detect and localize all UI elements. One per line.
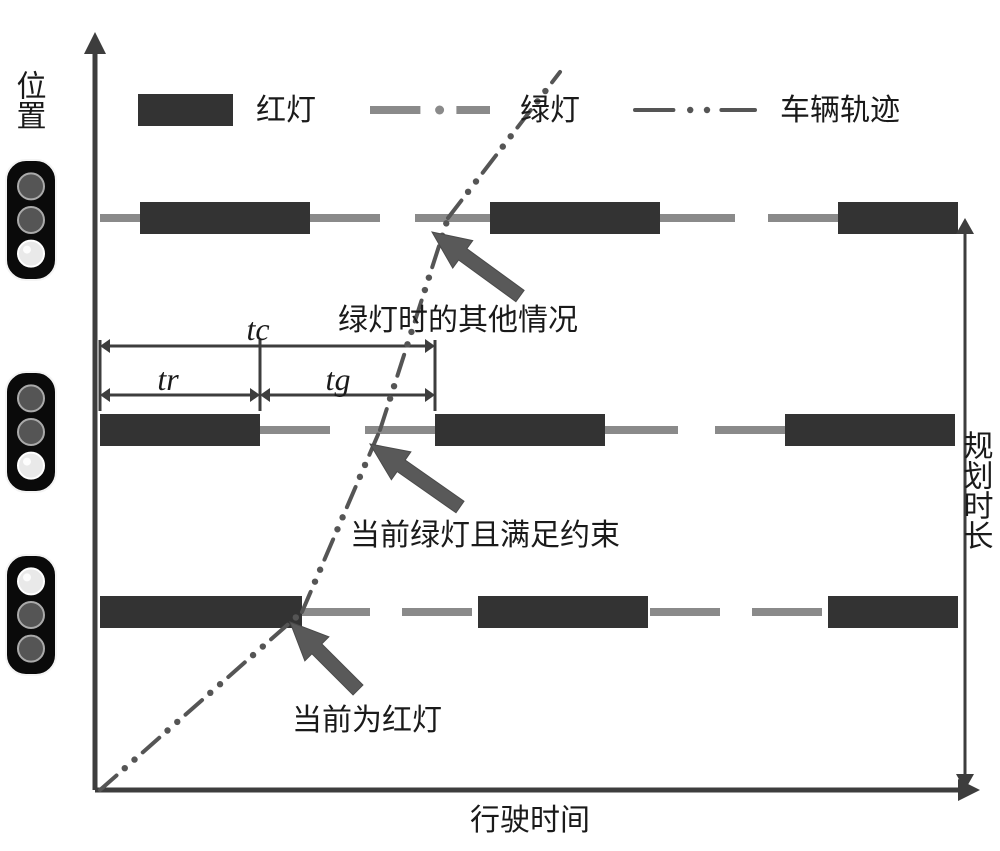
x-axis-label: 行驶时间 [470, 804, 590, 837]
trajectory-dot [293, 614, 299, 620]
legend-traj-dot1 [687, 107, 693, 113]
trajectory-dot [473, 178, 479, 184]
legend-green-dot [435, 106, 444, 115]
trajectory-dot [131, 756, 137, 762]
y-axis-label: 位置 [12, 70, 46, 130]
traffic-light-0-lens-2 [18, 241, 44, 267]
trajectory-dot [334, 526, 340, 532]
legend-green-label: 绿灯 [520, 94, 580, 127]
planning-span-label: 规划时长 [959, 430, 993, 550]
trajectory-dot [260, 643, 266, 649]
trajectory-dot [164, 727, 170, 733]
red-block-2-0 [100, 596, 302, 628]
legend-traj-dot2 [704, 107, 710, 113]
figure-svg: 行驶时间 位置 tc tr tg 绿灯时的其他情况当前绿灯且满足约束当前为红灯 规划时长 红灯… [0, 0, 1000, 851]
trajectory-dot [317, 567, 323, 573]
traffic-light-0-lens-1 [18, 207, 44, 233]
trajectory-dot [207, 690, 213, 696]
signal-row-2 [100, 596, 958, 628]
trajectory-dot [500, 143, 506, 149]
trajectory-dot [507, 133, 513, 139]
trajectory-dot [339, 514, 345, 520]
trajectory-dot [443, 220, 449, 226]
red-block-1-0 [100, 414, 260, 446]
tg-label: tg [326, 361, 351, 397]
trajectory-dot [362, 462, 368, 468]
legend-red-swatch [138, 94, 233, 126]
legend-traj-label: 车辆轨迹 [780, 94, 900, 127]
red-block-2-1 [478, 596, 648, 628]
traffic-light-2-lens-1 [18, 602, 44, 628]
red-block-0-0 [140, 202, 310, 234]
figure-root: 行驶时间 位置 tc tr tg 绿灯时的其他情况当前绿灯且满足约束当前为红灯 规划时长 红灯… [0, 0, 1000, 851]
red-block-0-1 [490, 202, 660, 234]
legend-red-label: 红灯 [256, 94, 316, 127]
callout-green-constraint-label: 当前绿灯且满足约束 [350, 519, 620, 552]
traffic-light-2-highlight [23, 573, 31, 581]
callout-red-now-label: 当前为红灯 [292, 704, 442, 737]
traffic-light-icon-1 [6, 372, 56, 492]
red-block-2-2 [828, 596, 958, 628]
traffic-light-1-lens-2 [18, 453, 44, 479]
tr-label: tr [157, 361, 179, 397]
trajectory-dot [312, 578, 318, 584]
traffic-light-icon-0 [6, 160, 56, 280]
trajectory-dot [387, 395, 393, 401]
trajectory-dot [357, 474, 363, 480]
trajectory-dot [217, 681, 223, 687]
traffic-light-0-lens-0 [18, 173, 44, 199]
trajectory-dot [122, 765, 128, 771]
trajectory-dot [391, 383, 397, 389]
trajectory-dot [422, 287, 428, 293]
trajectory-dot [250, 652, 256, 658]
traffic-light-icon-2 [6, 555, 56, 675]
trajectory-dot [404, 341, 410, 347]
trajectory-dot [465, 189, 471, 195]
signal-row-1 [100, 414, 955, 446]
trajectory-dot [174, 719, 180, 725]
traffic-light-0-highlight [23, 246, 31, 254]
traffic-light-2-lens-0 [18, 568, 44, 594]
traffic-light-1-lens-0 [18, 385, 44, 411]
red-block-1-2 [785, 414, 955, 446]
red-block-1-1 [435, 414, 605, 446]
traffic-light-1-highlight [23, 458, 31, 466]
trajectory-dot [426, 274, 432, 280]
traffic-light-2-lens-2 [18, 636, 44, 662]
callout-green-other-label: 绿灯时的其他情况 [338, 304, 578, 337]
tc-label: tc [246, 311, 269, 347]
red-block-0-2 [838, 202, 958, 234]
traffic-light-1-lens-1 [18, 419, 44, 445]
